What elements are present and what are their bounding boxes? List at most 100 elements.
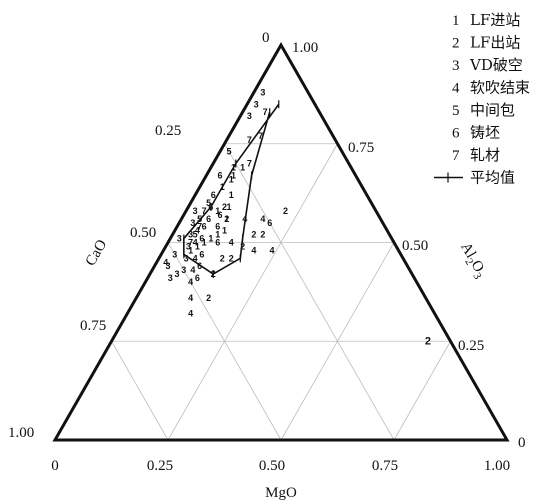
data-point-6: 6 (202, 222, 207, 232)
data-point-5: 5 (206, 198, 211, 208)
data-point-3: 3 (177, 234, 182, 244)
left-tick-label: 0.75 (80, 318, 106, 334)
data-point-2: 2 (211, 269, 216, 279)
data-point-1: 1 (240, 162, 245, 172)
data-point-1: 1 (229, 190, 234, 200)
tick-labels: 0.25 0.50 0.75 1.00 1.00 0.75 0.50 0.25 0 0 0.25 0.… (8, 30, 526, 474)
data-point-1: 1 (229, 174, 234, 184)
grid-line-mgo (393, 341, 451, 441)
data-point-6: 6 (217, 210, 222, 220)
data-point-3: 3 (184, 253, 189, 263)
data-point-4: 4 (229, 238, 234, 248)
legend-number: 2 (452, 36, 460, 52)
data-point-3: 3 (172, 249, 177, 259)
right-tick-label: 0 (518, 435, 526, 451)
data-point-1: 1 (231, 162, 236, 172)
data-point-3: 3 (260, 87, 265, 97)
right-tick-label: 0.50 (402, 238, 428, 254)
left-tick-label: 1.00 (8, 425, 34, 441)
data-point-3: 3 (193, 206, 198, 216)
data-point-1: 1 (215, 206, 220, 216)
legend-label: LF进站 (470, 11, 520, 29)
data-point-4: 4 (188, 309, 193, 319)
data-point-3: 3 (186, 241, 191, 251)
data-point-1: 1 (222, 226, 227, 236)
data-point-5: 5 (197, 214, 202, 224)
data-point-2: 2 (283, 206, 288, 216)
data-point-7: 7 (247, 135, 252, 145)
legend-label: 软吹结束 (470, 79, 530, 97)
data-point-2: 2 (229, 253, 234, 263)
data-point-3: 3 (175, 269, 180, 279)
legend-label: 轧材 (470, 146, 500, 164)
data-point-5: 5 (193, 230, 198, 240)
data-point-1: 1 (227, 202, 232, 212)
data-point-3: 3 (165, 261, 170, 271)
grid-line-cao (111, 341, 169, 441)
data-point-4: 4 (269, 245, 274, 255)
legend-number: 7 (452, 148, 460, 164)
data-point-6: 6 (197, 261, 202, 271)
legend-number: 5 (452, 103, 460, 119)
data-point-4: 4 (193, 253, 198, 263)
data-point-4: 4 (193, 238, 198, 248)
triangle-frame (52, 41, 510, 442)
data-point-4: 4 (195, 226, 200, 236)
grid-line-mgo (167, 143, 338, 441)
grid-line-mgo (280, 242, 395, 441)
legend-number: 3 (452, 58, 460, 74)
data-point-7: 7 (263, 107, 268, 117)
data-point-6: 6 (215, 222, 220, 232)
data-point-3: 3 (181, 265, 186, 275)
data-point-1: 1 (202, 238, 207, 248)
data-point-4: 4 (190, 265, 195, 275)
data-point-1: 1 (215, 230, 220, 240)
grid-line-cao (224, 143, 395, 441)
data-point-2: 2 (206, 293, 211, 303)
legend-label: VD破空 (469, 56, 523, 74)
axis-title-al2o3: Al2O3 (455, 240, 490, 282)
data-point-6: 6 (206, 214, 211, 224)
legend-label: LF出站 (470, 34, 520, 52)
data-point-7: 7 (202, 206, 207, 216)
left-tick-label: 0.25 (155, 123, 181, 139)
data-point-3: 3 (254, 99, 259, 109)
data-point-3: 3 (168, 273, 173, 283)
data-point-7: 7 (188, 238, 193, 248)
data-point-2: 2 (425, 335, 431, 347)
triangle-border (52, 41, 510, 442)
data-point-1: 1 (188, 245, 193, 255)
data-point-1: 1 (195, 241, 200, 251)
legend-number: 4 (452, 81, 460, 97)
data-point-6: 6 (195, 273, 200, 283)
data-point-3: 3 (190, 218, 195, 228)
data-point-7: 7 (247, 159, 252, 169)
data-point-2: 2 (222, 202, 227, 212)
right-tick-label: 0.75 (348, 140, 374, 156)
data-point-4: 4 (251, 245, 256, 255)
data-point-4: 4 (188, 277, 193, 287)
data-point-6: 6 (267, 218, 272, 228)
data-point-2: 2 (220, 253, 225, 263)
data-point-2: 2 (240, 241, 245, 251)
average-line (183, 103, 280, 276)
left-tick-label: 0.50 (130, 225, 156, 241)
data-point-4: 4 (242, 214, 247, 224)
data-point-1: 1 (220, 182, 225, 192)
bottom-tick-label: 0.50 (259, 458, 285, 474)
data-point-1: 1 (224, 214, 229, 224)
legend-number: 6 (452, 126, 460, 142)
right-tick-label: 0.25 (458, 338, 484, 354)
data-point-6: 6 (217, 170, 222, 180)
data-point-4: 4 (163, 257, 168, 267)
data-point-6: 6 (199, 234, 204, 244)
average-path (183, 100, 280, 279)
data-point-7: 7 (197, 222, 202, 232)
data-point-5: 5 (227, 147, 232, 157)
data-point-6: 6 (211, 190, 216, 200)
data-point-7: 7 (258, 131, 263, 141)
legend-number: 1 (452, 13, 460, 29)
data-point-3: 3 (188, 230, 193, 240)
data-point-6: 6 (199, 249, 204, 259)
